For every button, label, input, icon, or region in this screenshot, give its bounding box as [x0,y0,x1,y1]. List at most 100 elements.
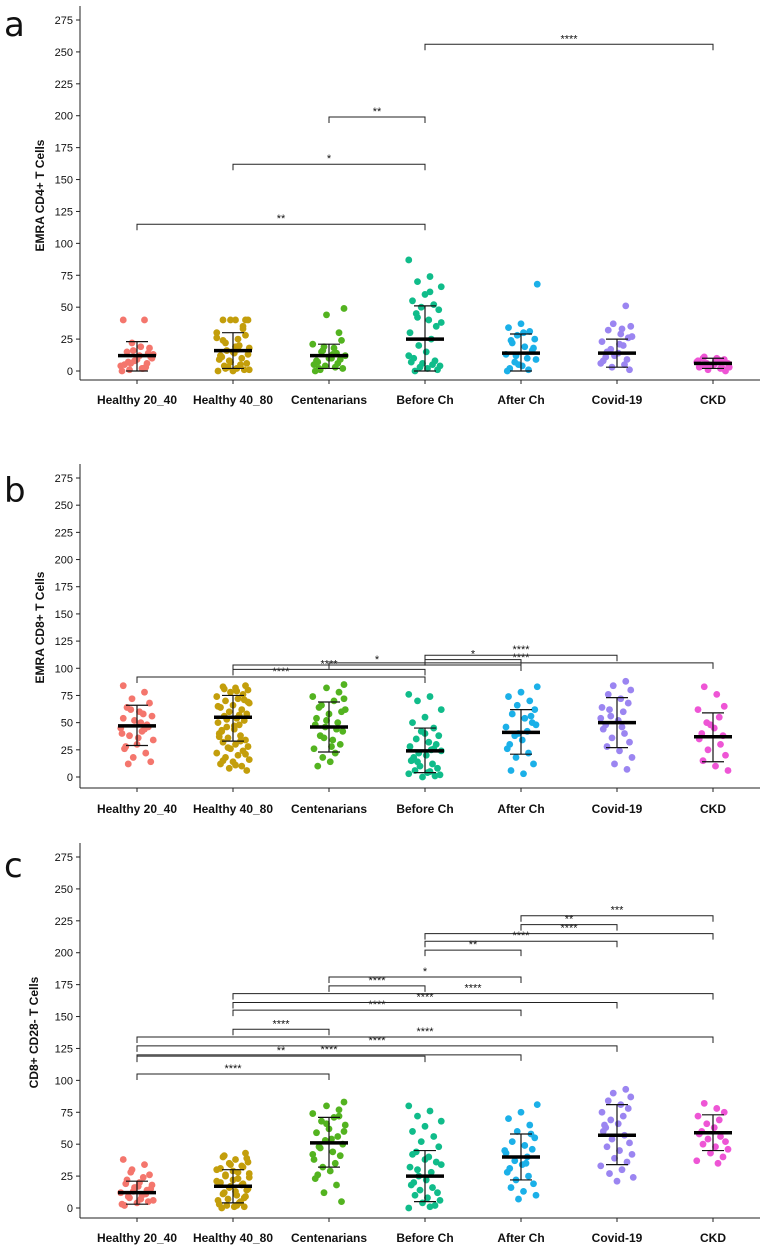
data-point [414,313,421,321]
significance-label: **** [512,644,530,656]
significance-label: **** [416,1026,434,1038]
data-point [528,1145,536,1153]
y-tick-label: 100 [55,663,73,675]
significance-bracket [136,1054,522,1061]
y-tick-label: 250 [55,500,73,512]
x-tick-label: Centenarians [291,1231,367,1245]
x-tick-label: CKD [700,393,726,407]
significance-bracket [328,985,426,992]
significance-label: ** [469,939,478,951]
data-point [220,685,228,693]
data-point [406,743,414,750]
data-point [611,760,618,768]
data-point [238,1162,246,1170]
data-point [234,1175,242,1183]
data-point [213,693,221,700]
data-point [507,1184,515,1191]
significance-label: **** [560,33,578,45]
data-point [434,764,441,772]
data-point [598,704,606,711]
significance-label: *** [611,905,625,917]
data-point [616,747,623,755]
data-point [422,348,430,356]
data-point [122,1180,130,1188]
y-tick-label: 50 [61,718,73,730]
significance-label: * [327,153,332,165]
data-point [213,334,221,342]
data-point [127,1168,135,1176]
data-point [597,1162,605,1170]
data-point [137,1195,145,1203]
data-point [533,683,541,691]
data-point [141,316,148,324]
data-point [522,1159,530,1167]
data-point [238,762,246,770]
data-point [521,343,529,351]
data-point [713,1105,721,1112]
data-point [237,732,244,740]
significance-label: **** [224,1063,242,1075]
data-point [340,1098,348,1106]
data-point [326,758,334,766]
x-tick-label: After Ch [497,393,544,407]
y-axis-label: EMRA CD8+ T Cells [33,571,47,683]
data-point [719,1153,727,1161]
data-point [314,762,322,770]
y-tick-label: 125 [55,1043,73,1055]
data-point [149,736,157,744]
data-point [329,736,337,744]
data-point [144,1198,152,1206]
data-point [230,722,238,730]
data-point [409,1128,416,1135]
data-point [609,1089,617,1097]
y-tick-label: 25 [61,745,73,757]
data-point [503,367,511,375]
y-tick-label: 75 [61,270,73,282]
data-point [435,1143,443,1151]
data-point [234,695,242,703]
significance-label: **** [512,930,530,942]
data-point [340,695,348,703]
data-point [147,758,155,766]
data-point [340,1128,348,1135]
y-tick-label: 225 [55,916,73,928]
significance-bracket [424,43,714,51]
data-point [513,1128,521,1135]
y-tick-label: 250 [55,47,73,59]
data-point [425,316,433,324]
panel-b: b 0 25 50 75 100 125 150 175 200 225 250 275 EMRA CD8… [4,464,760,816]
data-point [119,1156,127,1163]
data-point [328,743,335,750]
data-point [606,1170,613,1177]
data-point [309,693,317,700]
data-point [227,688,234,696]
significance-bracket [136,223,426,231]
data-point [405,690,413,698]
data-point [242,1149,249,1157]
data-point [515,1195,522,1203]
data-point [309,1110,317,1117]
data-point [244,351,252,358]
significance-label: ** [277,1045,286,1057]
y-tick-label: 50 [61,302,73,314]
data-point [609,682,617,690]
data-point [530,1180,537,1188]
data-point [437,319,445,326]
data-point [219,1190,227,1198]
data-point [622,302,630,310]
data-point [598,338,606,346]
data-point [128,339,136,347]
significance-bracket [232,664,522,672]
data-point [520,1188,527,1195]
data-point [432,1158,440,1166]
data-point [426,1203,434,1211]
x-tick-label: Healthy 20_40 [97,802,177,816]
data-point [608,1135,616,1143]
data-point [215,1200,223,1208]
significance-bracket [424,659,522,666]
significance-bracket [520,924,618,931]
significance-bracket [424,940,618,948]
data-point [531,335,539,343]
data-point [724,767,732,774]
data-point [426,693,434,700]
